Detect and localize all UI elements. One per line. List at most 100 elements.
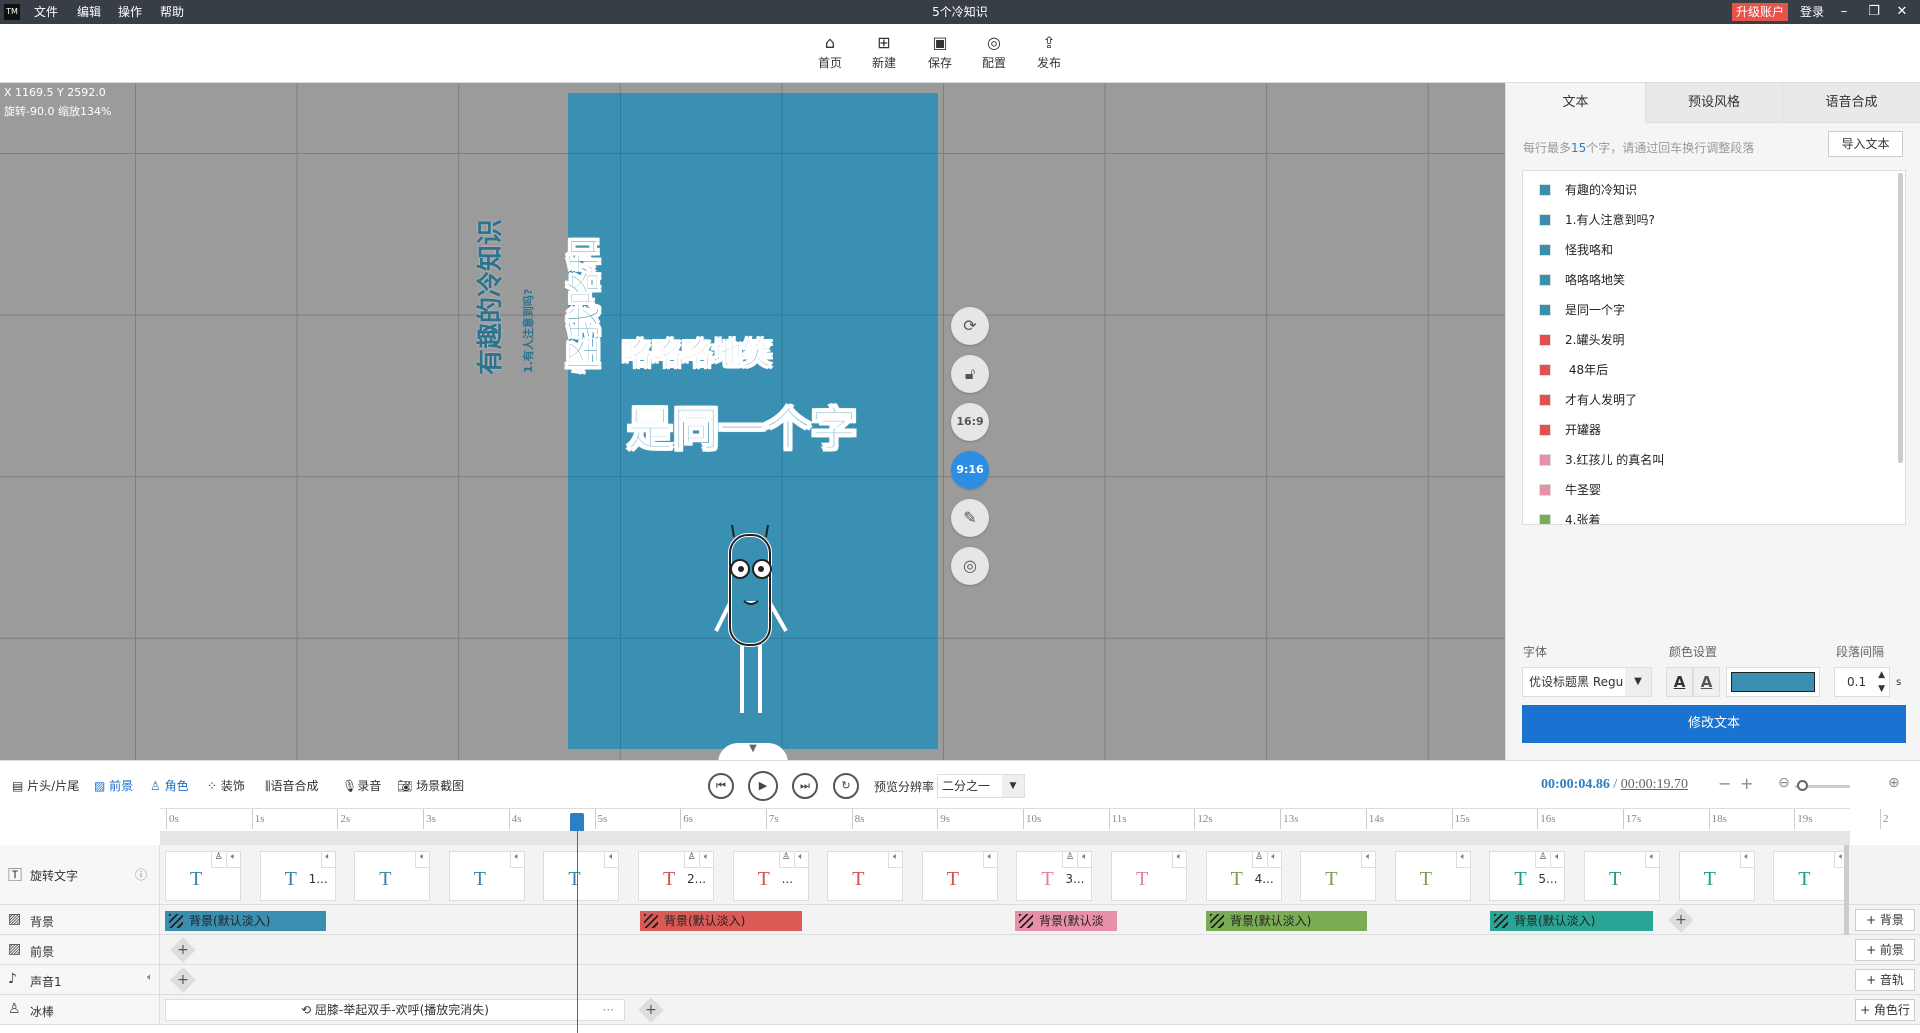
text-line-item[interactable]: 才有人发明了	[1539, 385, 1637, 415]
timeline-scrollbar[interactable]	[1844, 845, 1849, 935]
volume-icon[interactable]: 🔈︎	[888, 852, 903, 868]
text-clip[interactable]: T 🔈︎	[1394, 851, 1471, 901]
text-line-item[interactable]: 2.罐头发明	[1539, 325, 1624, 355]
volume-icon[interactable]: 🔈︎	[1645, 852, 1659, 868]
line-color-swatch[interactable]	[1539, 274, 1551, 286]
timeline-ruler[interactable]: 0s 1s 2s 3s 4s 5s 6s 7s 8s 9s 10s 11s 12s 13s 14s 15s 16…	[160, 808, 1889, 845]
canvas-text-guai[interactable]: 怪我咯和	[565, 237, 606, 374]
text-clip[interactable]: T 🔈︎	[827, 851, 904, 901]
add-background-clip[interactable]: +	[1668, 907, 1694, 933]
add-character-action[interactable]: +	[638, 997, 664, 1023]
line-color-swatch[interactable]	[1539, 184, 1551, 196]
volume-icon[interactable]: 🔈︎	[1834, 852, 1849, 868]
volume-icon[interactable]: 🔈︎	[1455, 852, 1470, 868]
add-sound-clip[interactable]: +	[170, 967, 196, 993]
line-color-swatch[interactable]	[1539, 214, 1551, 226]
text-clip[interactable]: T 5... ♙ 🔈︎	[1489, 851, 1566, 901]
person-icon[interactable]: ♙	[211, 852, 225, 868]
line-color-swatch[interactable]	[1539, 394, 1551, 406]
text-clip[interactable]: T... ♙ 🔈︎	[732, 851, 809, 901]
text-clip[interactable]: T 4... ♙ 🔈︎	[1205, 851, 1282, 901]
volume-icon[interactable]: 🔈︎	[793, 852, 808, 868]
text-fill-button[interactable]: A	[1666, 667, 1693, 697]
help-icon[interactable]: ⓘ	[134, 868, 147, 882]
zoom-slider-handle[interactable]	[1797, 780, 1808, 791]
menu-edit[interactable]: 编辑	[77, 5, 102, 19]
playhead-handle[interactable]	[570, 813, 584, 831]
volume-icon[interactable]: 🔈︎	[320, 852, 335, 868]
volume-icon[interactable]: 🔈︎	[1550, 852, 1565, 868]
add-character-row-button[interactable]: + 角色行	[1855, 999, 1915, 1021]
replay-button[interactable]: ↻	[833, 773, 859, 799]
line-color-swatch[interactable]	[1539, 364, 1551, 376]
font-select[interactable]: 优设标题黑 Regu ▼	[1522, 667, 1652, 697]
close-icon[interactable]: ✕	[1896, 4, 1908, 19]
text-line-item[interactable]: 有趣的冷知识	[1539, 175, 1637, 205]
resolution-select[interactable]: 二分之一 ▼	[937, 774, 1025, 798]
canvas-text-question[interactable]: 1.有人注意到吗?	[522, 288, 535, 373]
home-button[interactable]: ⌂ 首页	[805, 32, 855, 71]
modify-text-button[interactable]: 修改文本	[1522, 705, 1906, 743]
canvas-text-title[interactable]: 有趣的冷知识	[476, 218, 506, 375]
person-icon[interactable]: ♙	[1062, 852, 1077, 868]
canvas-text-same-char[interactable]: 是同一个字	[627, 402, 858, 457]
person-icon[interactable]: ♙	[778, 852, 793, 868]
text-line-item[interactable]: 开罐器	[1539, 415, 1601, 445]
menu-operate[interactable]: 操作	[118, 5, 143, 19]
text-clip[interactable]: T 🔈︎	[448, 851, 525, 901]
volume-icon[interactable]: 🔈︎	[509, 852, 524, 868]
lock-button[interactable]: 🔓︎	[951, 355, 989, 393]
volume-icon[interactable]: 🔈︎	[604, 852, 619, 868]
text-stroke-button[interactable]: A	[1693, 667, 1720, 697]
line-color-swatch[interactable]	[1539, 244, 1551, 256]
zoom-slider[interactable]	[1795, 785, 1850, 788]
line-color-swatch[interactable]	[1539, 304, 1551, 316]
play-button[interactable]: ▶	[748, 771, 778, 801]
character-action-clip[interactable]: ⟲ 屈膝-举起双手-欢呼(播放完消失) ···	[165, 999, 625, 1021]
volume-icon[interactable]: 🔈︎	[1172, 852, 1186, 868]
ruler-range-bar[interactable]	[160, 831, 1850, 845]
time-plus-button[interactable]: +	[1740, 774, 1754, 793]
add-foreground-clip[interactable]: +	[170, 937, 196, 963]
text-line-item[interactable]: 4.张着	[1539, 505, 1600, 524]
config-button[interactable]: ◎ 配置	[969, 32, 1019, 71]
tool-character[interactable]: ♙ 角色	[150, 779, 189, 793]
volume-icon[interactable]: 🔈︎	[147, 972, 153, 983]
text-line-item[interactable]: 怪我咯和	[1539, 235, 1613, 265]
rotate-button[interactable]: ⟳	[951, 307, 989, 345]
scene-settings-button[interactable]: ◎	[951, 547, 989, 585]
line-color-swatch[interactable]	[1539, 334, 1551, 346]
canvas-text-laugh[interactable]: 咯咯咯地笑	[622, 337, 773, 373]
menu-help[interactable]: 帮助	[160, 5, 185, 19]
text-clip[interactable]: T 🔈︎	[543, 851, 620, 901]
more-button[interactable]: ···	[602, 1003, 614, 1017]
restore-icon[interactable]: ❐	[1868, 4, 1880, 19]
text-clip[interactable]: T 🔈︎	[921, 851, 998, 901]
minimize-icon[interactable]: –	[1840, 4, 1848, 19]
ratio-16-9-button[interactable]: 16:9	[951, 403, 989, 441]
spacing-stepper[interactable]: 0.1 ▲ ▼	[1834, 667, 1890, 697]
person-icon[interactable]: ♙	[684, 852, 698, 868]
add-background-button[interactable]: + 背景	[1855, 909, 1915, 931]
text-line-item[interactable]: 咯咯咯地笑	[1539, 265, 1625, 295]
tool-decoration[interactable]: ⁘ 装饰	[207, 779, 245, 793]
volume-icon[interactable]: 🔈︎	[226, 852, 240, 868]
volume-icon[interactable]: 🔈︎	[415, 852, 430, 868]
add-foreground-button[interactable]: + 前景	[1855, 939, 1915, 961]
text-line-item[interactable]: 1.有人注意到吗?	[1539, 205, 1655, 235]
skip-back-button[interactable]: ⏮	[708, 773, 734, 799]
volume-icon[interactable]: 🔈︎	[1266, 852, 1281, 868]
editor-canvas[interactable]: X 1169.5 Y 2592.0 旋转-90.0 缩放134% 有趣的冷知识 …	[0, 83, 1505, 760]
line-color-swatch[interactable]	[1539, 484, 1551, 496]
publish-button[interactable]: ⇪ 发布	[1024, 32, 1074, 71]
upgrade-button[interactable]: 升级账户	[1732, 3, 1789, 21]
tab-preset-style[interactable]: 预设风格	[1646, 83, 1783, 123]
text-clip[interactable]: T 🔈︎	[354, 851, 431, 901]
background-clip[interactable]: 背景(默认淡入)	[640, 911, 802, 931]
text-clip[interactable]: T ♙ 🔈︎	[165, 851, 241, 901]
background-clip[interactable]: 背景(默认淡入)	[165, 911, 326, 931]
text-clip[interactable]: T 2... ♙ 🔈︎	[638, 851, 714, 901]
background-clip[interactable]: 背景(默认淡入)	[1490, 911, 1653, 931]
volume-icon[interactable]: 🔈︎	[1739, 852, 1754, 868]
import-text-button[interactable]: 导入文本	[1828, 131, 1903, 157]
